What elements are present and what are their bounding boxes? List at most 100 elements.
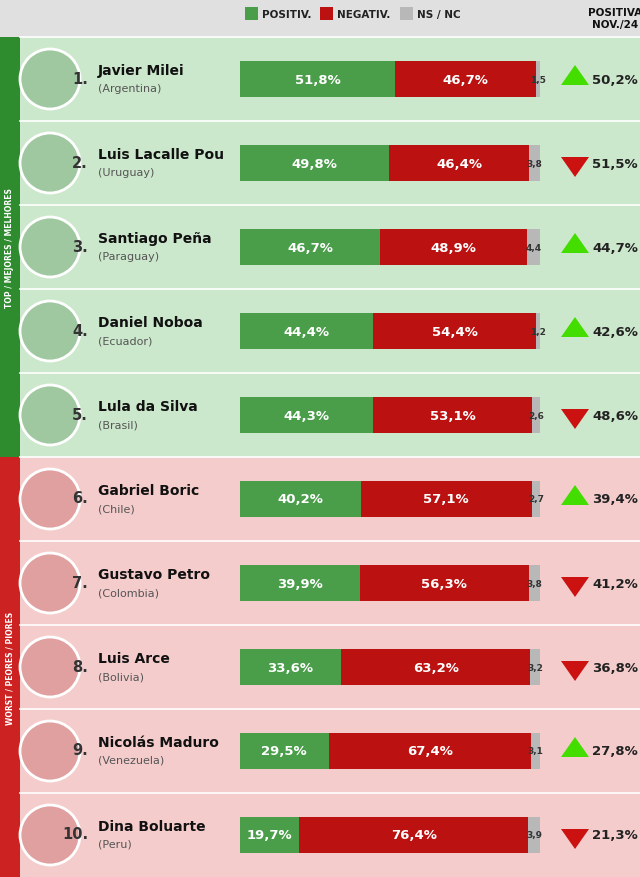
Bar [380, 229, 527, 267]
Bar [20, 374, 640, 458]
Bar [0, 458, 20, 541]
Bar [396, 61, 536, 98]
Text: 46,4%: 46,4% [436, 157, 482, 170]
Text: 57,1%: 57,1% [424, 493, 469, 506]
Text: 50,2%: 50,2% [592, 74, 638, 87]
Bar [0, 289, 20, 374]
Text: (Venezuela): (Venezuela) [98, 755, 164, 765]
Text: Santiago Peña: Santiago Peña [98, 232, 212, 246]
Bar [529, 146, 540, 182]
Bar [20, 793, 640, 877]
Text: 1,5: 1,5 [530, 75, 546, 84]
Text: 9.: 9. [72, 743, 88, 758]
Text: 4,4: 4,4 [525, 243, 541, 253]
Text: Lula da Silva: Lula da Silva [98, 400, 198, 414]
Text: Luis Arce: Luis Arce [98, 652, 170, 666]
Text: 2.: 2. [72, 155, 88, 170]
Bar [20, 541, 640, 625]
Bar [20, 122, 640, 206]
Text: Nicolás Maduro: Nicolás Maduro [98, 735, 219, 749]
Text: NEGATIV.: NEGATIV. [337, 10, 390, 19]
Bar [0, 38, 20, 122]
Text: 46,7%: 46,7% [287, 241, 333, 254]
Text: 19,7%: 19,7% [247, 829, 292, 842]
Text: 48,9%: 48,9% [431, 241, 476, 254]
Text: POSITIVA
NOV./24: POSITIVA NOV./24 [588, 8, 640, 30]
Text: 27,8%: 27,8% [592, 745, 638, 758]
Text: 63,2%: 63,2% [413, 660, 458, 674]
Text: 3,9: 3,9 [526, 831, 542, 839]
Bar [20, 709, 640, 793]
Text: 44,3%: 44,3% [284, 409, 330, 422]
Text: 21,3%: 21,3% [592, 829, 638, 842]
Circle shape [20, 302, 80, 361]
Bar [20, 289, 640, 374]
Text: 39,4%: 39,4% [592, 493, 638, 506]
Text: 48,6%: 48,6% [592, 409, 638, 422]
Bar [0, 709, 20, 793]
Bar [536, 313, 540, 350]
Circle shape [20, 50, 80, 110]
Bar [240, 565, 360, 602]
Bar [360, 565, 529, 602]
Polygon shape [561, 577, 589, 597]
Bar [0, 206, 20, 289]
Text: NS / NC: NS / NC [417, 10, 461, 19]
Bar [531, 649, 540, 686]
Bar [532, 397, 540, 434]
Text: (Chile): (Chile) [98, 503, 135, 513]
Bar [531, 732, 540, 770]
Text: 1.: 1. [72, 71, 88, 87]
Bar [532, 481, 540, 518]
Bar [20, 625, 640, 709]
Text: 67,4%: 67,4% [406, 745, 452, 758]
Text: 41,2%: 41,2% [592, 577, 638, 590]
Text: 29,5%: 29,5% [261, 745, 307, 758]
Text: 44,7%: 44,7% [592, 241, 638, 254]
Polygon shape [561, 738, 589, 757]
Bar [0, 625, 20, 709]
Bar [240, 229, 380, 267]
Text: 5.: 5. [72, 407, 88, 422]
Text: Daniel Noboa: Daniel Noboa [98, 316, 203, 330]
Text: 6.: 6. [72, 491, 88, 506]
Text: (Colombia): (Colombia) [98, 588, 159, 597]
Text: Gabriel Boric: Gabriel Boric [98, 483, 199, 497]
Bar [240, 732, 328, 770]
Text: 3,1: 3,1 [527, 746, 543, 756]
Text: 3,2: 3,2 [527, 663, 543, 672]
Polygon shape [561, 486, 589, 505]
Polygon shape [561, 234, 589, 253]
Text: TOP / MEJORES / MELHORES: TOP / MEJORES / MELHORES [6, 188, 15, 308]
Circle shape [20, 469, 80, 530]
Text: 51,5%: 51,5% [592, 157, 638, 170]
Bar [527, 229, 540, 267]
Bar [389, 146, 529, 182]
Circle shape [20, 721, 80, 781]
Text: 2,7: 2,7 [528, 495, 544, 504]
Text: WORST / PEORES / PIORES: WORST / PEORES / PIORES [6, 610, 15, 724]
Bar [373, 313, 536, 350]
Bar [340, 649, 531, 686]
Polygon shape [561, 410, 589, 430]
Bar [20, 206, 640, 289]
Text: 39,9%: 39,9% [277, 577, 323, 590]
Bar [328, 732, 531, 770]
Text: 49,8%: 49,8% [292, 157, 338, 170]
Bar [240, 649, 340, 686]
Text: (Brasil): (Brasil) [98, 419, 138, 430]
Polygon shape [561, 661, 589, 681]
Text: 36,8%: 36,8% [592, 660, 638, 674]
Text: 4.: 4. [72, 323, 88, 339]
Bar [0, 0, 640, 38]
Text: 51,8%: 51,8% [295, 74, 340, 87]
Circle shape [20, 386, 80, 446]
Bar [299, 816, 528, 853]
Polygon shape [561, 158, 589, 178]
Text: 54,4%: 54,4% [432, 325, 477, 339]
Bar [20, 38, 640, 122]
Circle shape [20, 134, 80, 194]
Text: 44,4%: 44,4% [284, 325, 330, 339]
Bar [240, 397, 373, 434]
Text: 76,4%: 76,4% [391, 829, 436, 842]
